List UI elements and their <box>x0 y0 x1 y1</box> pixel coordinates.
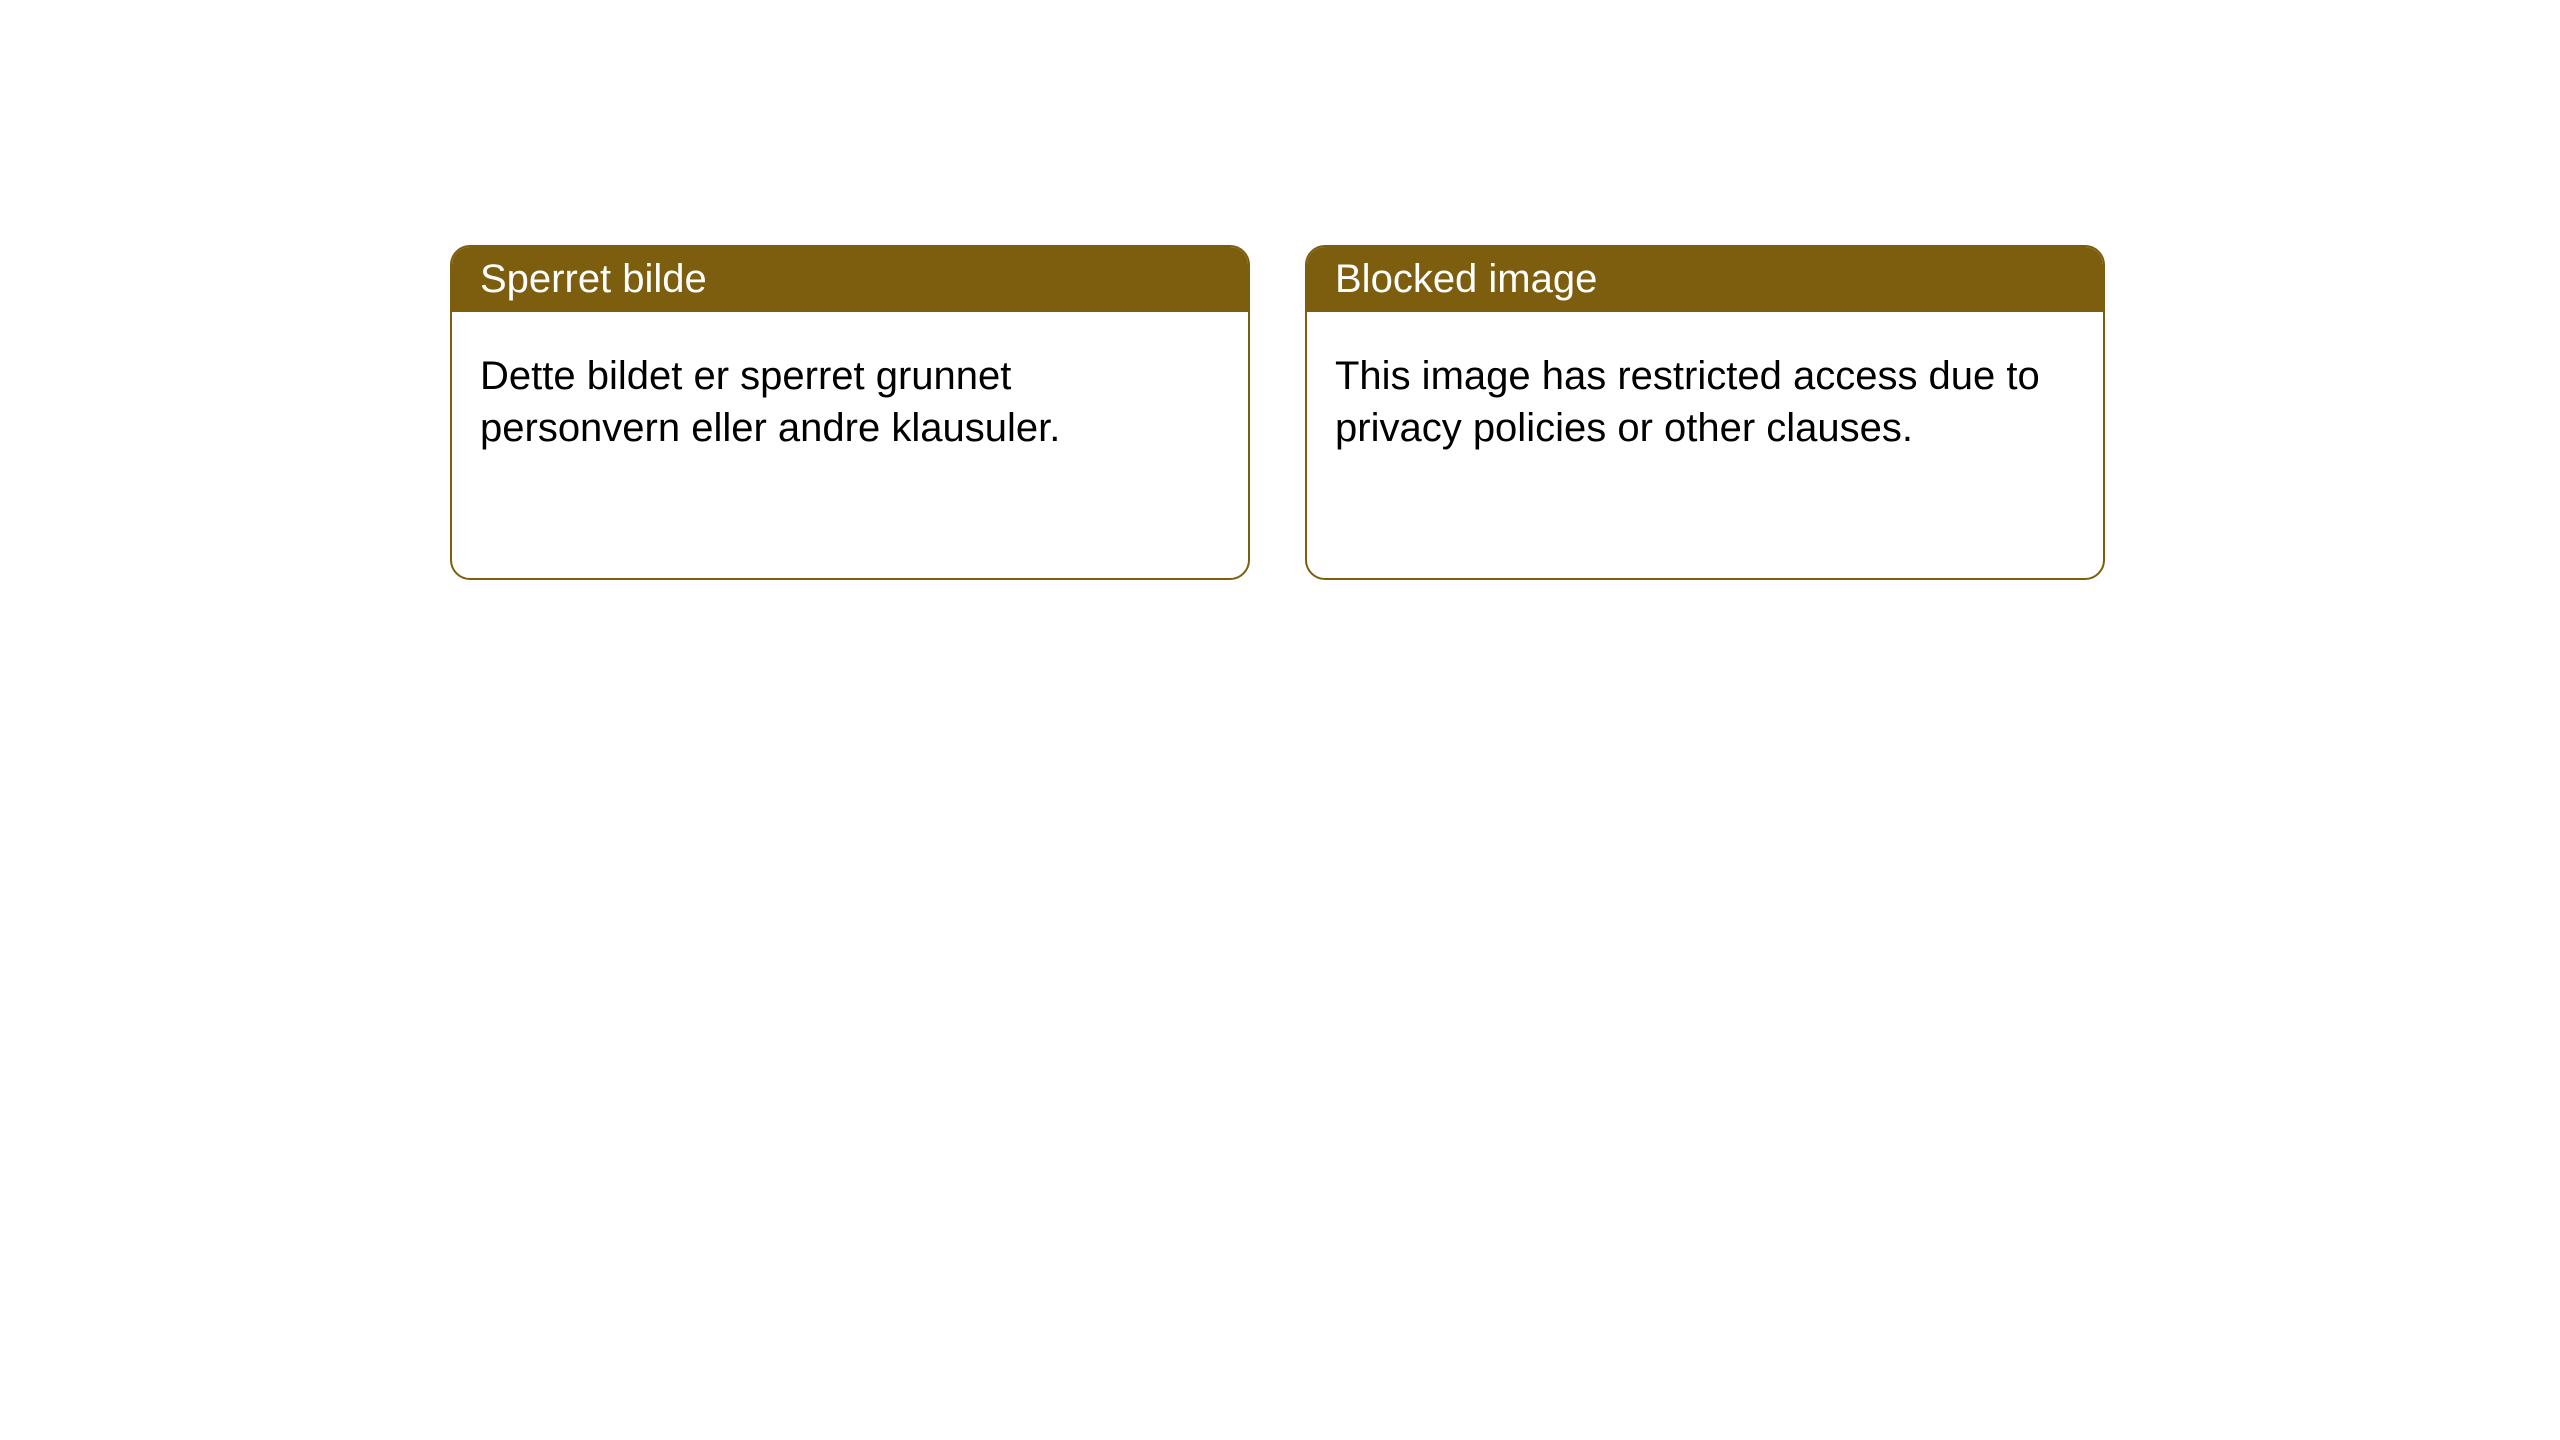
notice-body-en: This image has restricted access due to … <box>1307 312 2103 492</box>
notice-container: Sperret bilde Dette bildet er sperret gr… <box>450 245 2105 580</box>
notice-card-no: Sperret bilde Dette bildet er sperret gr… <box>450 245 1250 580</box>
notice-header-en: Blocked image <box>1307 247 2103 312</box>
notice-body-no: Dette bildet er sperret grunnet personve… <box>452 312 1248 492</box>
notice-card-en: Blocked image This image has restricted … <box>1305 245 2105 580</box>
notice-header-no: Sperret bilde <box>452 247 1248 312</box>
